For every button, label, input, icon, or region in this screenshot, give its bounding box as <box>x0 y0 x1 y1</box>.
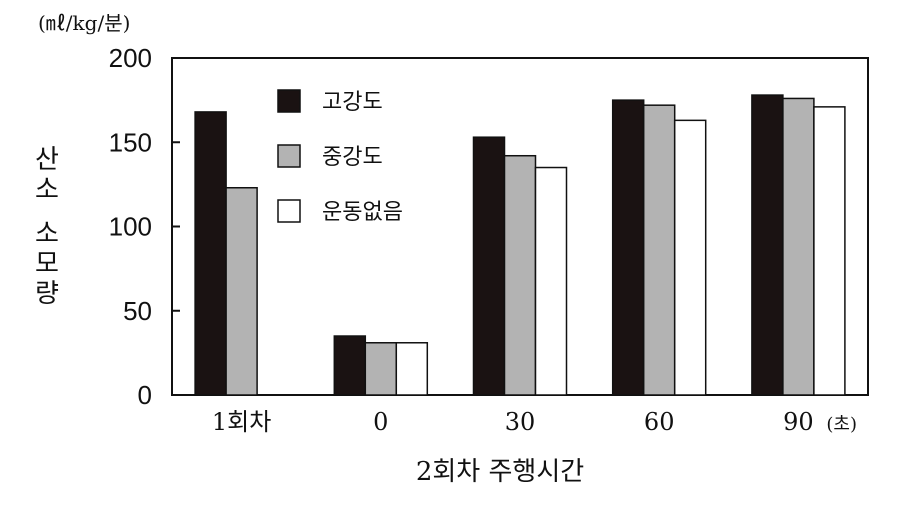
y-label-char: 소 <box>35 219 59 249</box>
x-category-label: 1회차 <box>212 408 271 436</box>
bar-중강도-90 <box>782 97 815 396</box>
unit-label: (㎖/kg/분) <box>38 11 130 35</box>
bar-중강도-0 <box>364 342 398 396</box>
bar-중강도-30 <box>503 154 537 396</box>
y-tick-label: 150 <box>109 127 152 157</box>
x-categories: 1회차 0 30 60 90 <box>212 408 814 436</box>
legend-label: 중강도 <box>322 145 383 170</box>
bar-운동없음-30 <box>534 166 568 396</box>
bar-운동없음-60 <box>673 119 707 396</box>
x-category-label: 0 <box>373 408 388 436</box>
legend-swatch <box>277 89 301 113</box>
y-tick-label: 0 <box>138 380 152 410</box>
bar-고강도-0 <box>333 335 367 396</box>
bar-중강도-1회차 <box>225 186 258 396</box>
legend-label: 고강도 <box>322 90 383 115</box>
y-ticks: 0 50 100 150 200 <box>109 43 180 410</box>
bar-운동없음-90 <box>813 106 846 396</box>
bar-고강도-90 <box>751 94 784 396</box>
x-category-label: 60 <box>644 408 675 436</box>
y-tick-label: 200 <box>109 43 152 73</box>
x-category-label: 30 <box>505 408 536 436</box>
bar-고강도-30 <box>472 136 506 396</box>
y-label-char: 산 <box>35 145 59 175</box>
bars <box>194 94 846 396</box>
legend-swatch <box>277 144 301 168</box>
y-tick-label: 50 <box>123 296 152 326</box>
y-label-char: 모 <box>35 249 59 279</box>
y-tick-label: 100 <box>109 212 152 242</box>
bar-고강도-60 <box>611 99 645 396</box>
x-category-label: 90 <box>783 408 814 436</box>
y-label-char: 소 <box>35 175 59 205</box>
bar-운동없음-0 <box>395 342 429 396</box>
bar-고강도-1회차 <box>194 111 227 396</box>
legend-swatch <box>277 199 301 223</box>
x-suffix: (초) <box>826 414 857 435</box>
legend-label: 운동없음 <box>322 200 403 225</box>
y-label-char: 량 <box>35 279 59 309</box>
x-axis-label: 2회차 주행시간 <box>416 457 584 487</box>
bar-중강도-60 <box>642 104 676 396</box>
